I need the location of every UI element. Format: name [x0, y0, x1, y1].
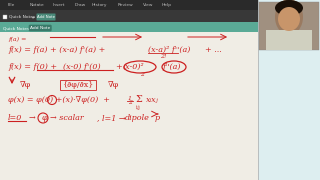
Text: ▾: ▾ [32, 15, 34, 19]
Text: Draw: Draw [75, 3, 86, 7]
Text: dipole: dipole [125, 114, 150, 122]
Text: File: File [8, 3, 15, 7]
Text: → scalar: → scalar [50, 114, 84, 122]
Text: 2!: 2! [160, 55, 166, 60]
FancyBboxPatch shape [36, 14, 55, 21]
Text: + ...: + ... [205, 46, 222, 54]
Text: Add Note: Add Note [37, 15, 55, 19]
Text: Notate: Notate [30, 3, 45, 7]
FancyBboxPatch shape [259, 2, 319, 50]
Text: (x-0)²: (x-0)² [123, 63, 145, 71]
FancyBboxPatch shape [0, 32, 258, 180]
Text: Add Note: Add Note [30, 26, 50, 30]
Text: Σ: Σ [136, 96, 143, 105]
Text: f(x) = f(0) +: f(x) = f(0) + [8, 63, 57, 71]
Text: f''(a): f''(a) [162, 63, 180, 71]
FancyBboxPatch shape [3, 15, 7, 19]
Text: φ(x) = φ(0) +(x)·∇φ(0)  +: φ(x) = φ(0) +(x)·∇φ(0) + [8, 96, 110, 104]
Text: →: → [29, 114, 36, 122]
Text: {∂φ/∂x}: {∂φ/∂x} [63, 81, 94, 89]
Text: (x-0) f'(0): (x-0) f'(0) [63, 63, 100, 71]
Text: +: + [116, 63, 125, 71]
Text: p: p [155, 114, 160, 122]
Text: Help: Help [162, 3, 172, 7]
FancyBboxPatch shape [0, 22, 258, 32]
FancyBboxPatch shape [266, 30, 312, 50]
Text: Insert: Insert [53, 3, 66, 7]
Ellipse shape [275, 0, 303, 35]
Text: (x-a)² f''(a): (x-a)² f''(a) [148, 46, 190, 54]
Ellipse shape [275, 0, 303, 16]
Text: l=0: l=0 [8, 114, 22, 122]
Ellipse shape [278, 7, 300, 31]
Text: φ: φ [42, 114, 48, 122]
Text: 1: 1 [128, 96, 132, 100]
Text: xᵢxⱼ: xᵢxⱼ [146, 96, 159, 104]
Text: View: View [143, 3, 154, 7]
Text: 2: 2 [140, 73, 144, 78]
FancyBboxPatch shape [258, 0, 320, 180]
Text: ∇φ: ∇φ [20, 81, 31, 89]
Text: i,j: i,j [136, 105, 141, 109]
Text: Review: Review [118, 3, 134, 7]
Text: History: History [92, 3, 108, 7]
FancyBboxPatch shape [0, 0, 320, 10]
FancyBboxPatch shape [0, 10, 320, 22]
Text: ∇φ: ∇φ [108, 81, 119, 89]
Text: Quick Notes ▾: Quick Notes ▾ [3, 26, 33, 30]
Text: , l=1 →: , l=1 → [97, 114, 126, 122]
Text: f(a) =: f(a) = [8, 36, 26, 42]
Text: Quick Notes: Quick Notes [9, 15, 35, 19]
Text: f(x) = f(a) + (x-a) f'(a) +: f(x) = f(a) + (x-a) f'(a) + [8, 46, 105, 54]
Text: 2: 2 [128, 100, 132, 105]
